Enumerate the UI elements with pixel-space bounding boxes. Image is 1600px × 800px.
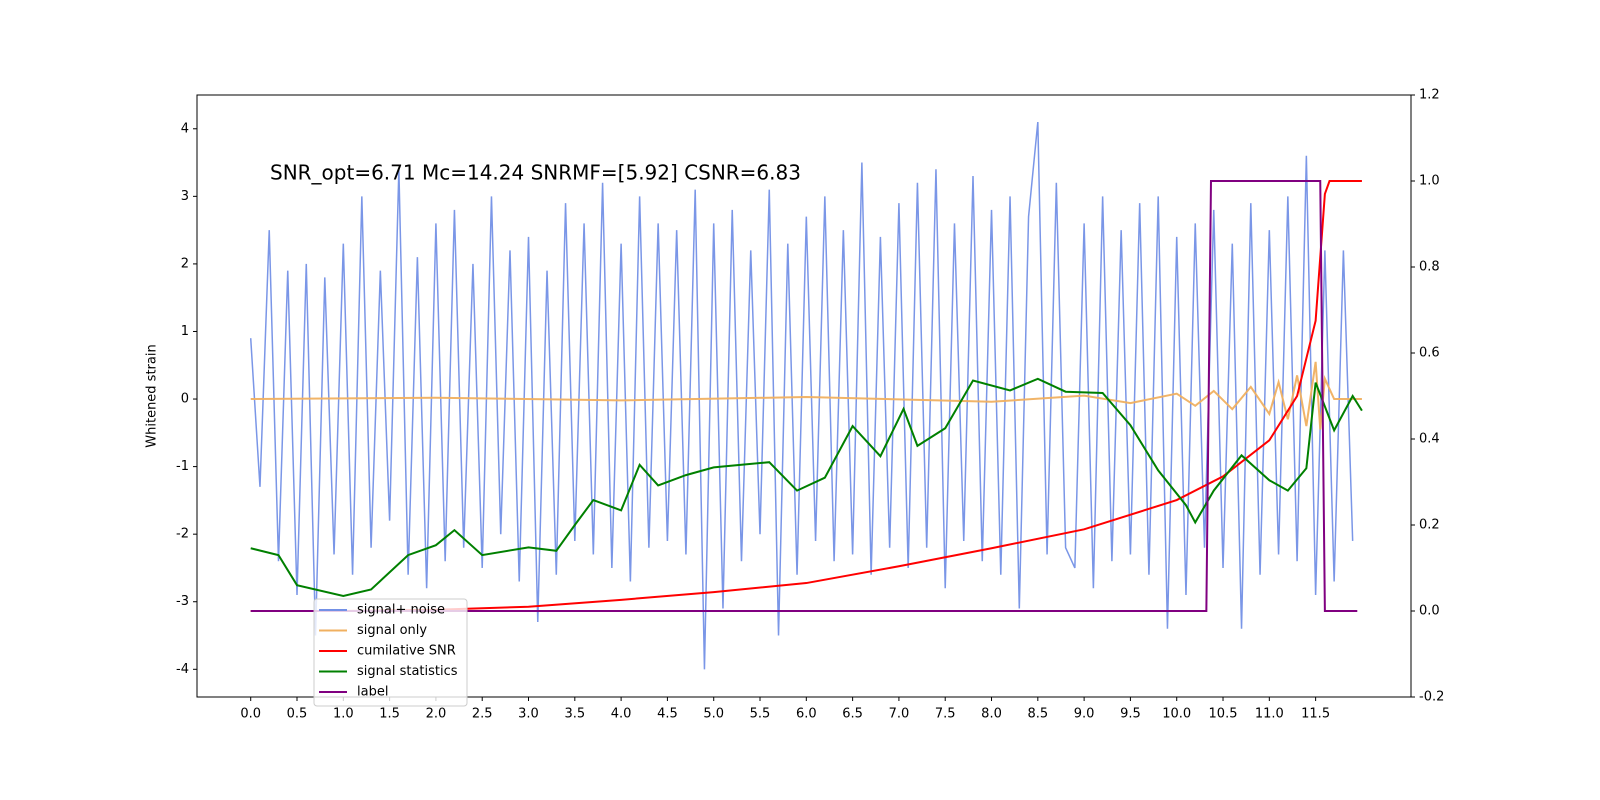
legend-label: signal statistics: [357, 664, 458, 679]
x-tick-label: 10.0: [1162, 707, 1191, 722]
y2-tick-label: 0.4: [1419, 432, 1440, 447]
x-tick-label: 2.5: [472, 707, 493, 722]
legend-label: cumilative SNR: [357, 644, 456, 659]
x-tick-label: 6.5: [842, 707, 863, 722]
series-line: [249, 121, 1354, 670]
x-tick-label: 2.0: [426, 707, 447, 722]
y2-tick-label: 0.8: [1419, 260, 1440, 275]
x-tick-label: 9.0: [1074, 707, 1095, 722]
y-tick-label: 1: [181, 324, 189, 339]
legend-box: [313, 598, 468, 707]
x-tick-label: 8.0: [981, 707, 1002, 722]
x-tick-label: 11.0: [1255, 707, 1284, 722]
x-tick-label: 7.5: [935, 707, 956, 722]
x-tick-label: 1.0: [333, 707, 354, 722]
legend-label: label: [357, 685, 388, 700]
y2-tick-label: 1.2: [1419, 88, 1440, 103]
plot-frame: [196, 94, 1412, 698]
y-tick-label: 4: [181, 121, 189, 136]
y2-tick-label: 1.0: [1419, 174, 1440, 189]
x-tick-label: 9.5: [1120, 707, 1141, 722]
x-tick-label: 11.5: [1301, 707, 1330, 722]
x-tick-label: 6.0: [796, 707, 817, 722]
y-tick-label: -1: [176, 459, 189, 474]
x-tick-label: 4.5: [657, 707, 678, 722]
x-tick-label: 7.0: [889, 707, 910, 722]
x-tick-label: 10.5: [1209, 707, 1238, 722]
lines: [249, 121, 1363, 670]
y2-tick-label: -0.2: [1419, 690, 1444, 705]
x-tick-label: 3.5: [564, 707, 585, 722]
series-line: [250, 377, 1363, 597]
y2-tick-label: 0.0: [1419, 604, 1440, 619]
y2-tick-label: 0.6: [1419, 346, 1440, 361]
x-tick-label: 3.0: [518, 707, 539, 722]
x-tick-label: 0.0: [240, 707, 261, 722]
x-tick-label: 8.5: [1027, 707, 1048, 722]
x-tick-label: 5.5: [750, 707, 771, 722]
x-tick-label: 0.5: [287, 707, 308, 722]
y-tick-label: -4: [176, 662, 189, 677]
x-tick-label: 1.5: [379, 707, 400, 722]
series-line: [250, 180, 1362, 612]
x-tick-label: 5.0: [703, 707, 724, 722]
y-tick-label: -2: [176, 527, 189, 542]
legend-label: signal+ noise: [357, 603, 445, 618]
y-tick-label: -3: [176, 594, 189, 609]
y2-tick-label: 0.2: [1419, 518, 1440, 533]
legend-label: signal only: [357, 623, 427, 638]
y-tick-label: 3: [181, 189, 189, 204]
y-tick-label: 0: [181, 392, 189, 407]
x-tick-label: 4.0: [611, 707, 632, 722]
y-axis-label: Whitened strain: [145, 344, 160, 447]
series-line: [250, 361, 1362, 430]
y-tick-label: 2: [181, 256, 189, 271]
annotation: SNR_opt=6.71 Mc=14.24 SNRMF=[5.92] CSNR=…: [270, 161, 801, 185]
series-line: [250, 180, 1358, 612]
